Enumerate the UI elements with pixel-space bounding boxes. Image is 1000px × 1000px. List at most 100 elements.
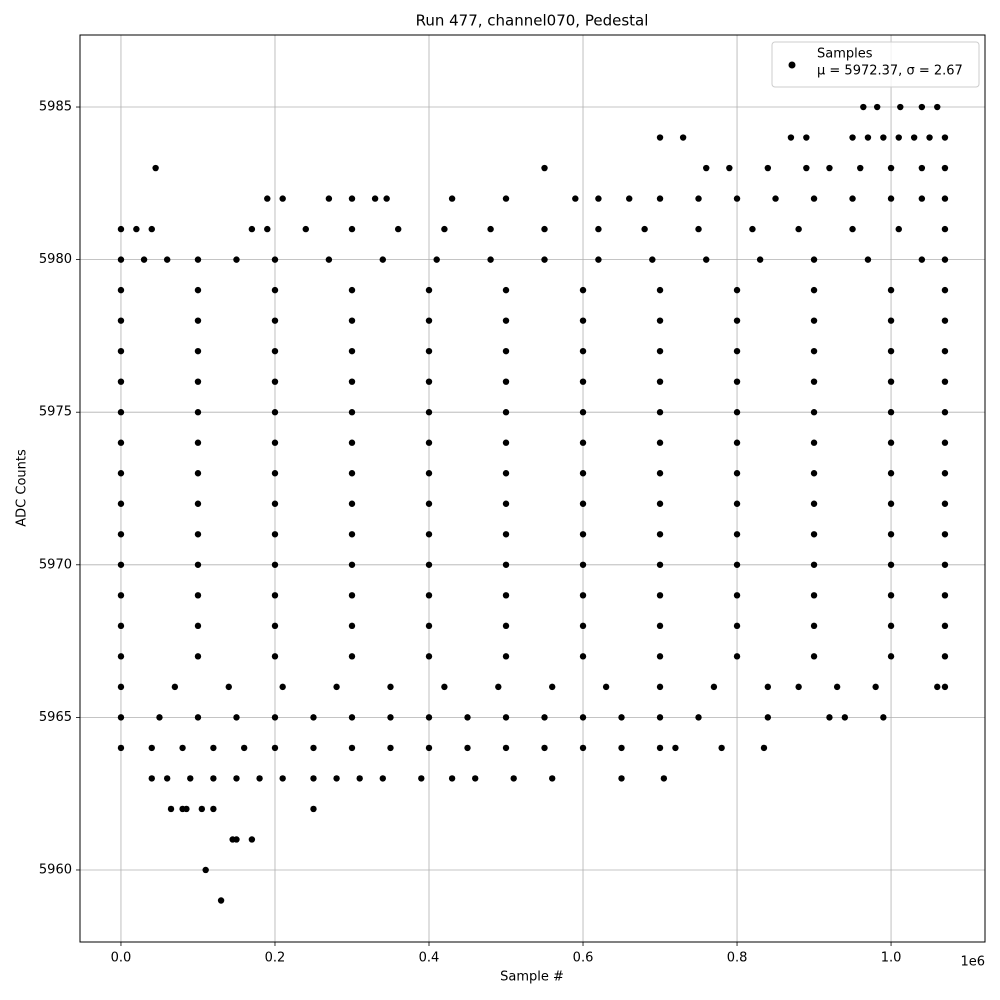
sample-point [502, 592, 510, 599]
sample-point [826, 164, 833, 172]
sample-point [183, 805, 190, 813]
sample-point [371, 195, 379, 202]
sample-point [325, 195, 333, 202]
sample-point [271, 653, 279, 660]
sample-point [803, 164, 810, 172]
sample-point [941, 225, 949, 233]
sample-point [167, 805, 175, 813]
sample-point [348, 622, 356, 630]
sample-point [618, 714, 625, 721]
sample-point [225, 683, 232, 691]
sample-point [887, 500, 895, 507]
sample-point [348, 531, 356, 538]
sample-point [887, 592, 895, 599]
sample-point [194, 439, 202, 446]
y-axis-label: ADC Counts [15, 449, 30, 527]
sample-point [198, 805, 206, 813]
sample-point [425, 714, 433, 721]
sample-point [348, 500, 356, 507]
sample-point [872, 683, 879, 691]
sample-point [656, 409, 664, 416]
sample-point [941, 531, 949, 538]
sample-point [448, 195, 456, 202]
sample-point [117, 225, 125, 233]
sample-point [425, 470, 433, 477]
sample-point [934, 683, 941, 691]
sample-point [425, 561, 433, 568]
sample-point [425, 347, 433, 355]
sample-point [941, 683, 949, 691]
sample-point [310, 714, 317, 721]
axes-frame [79, 34, 986, 943]
sample-point [502, 195, 510, 202]
y-tick-label: 5985 [39, 100, 72, 115]
sample-point [279, 775, 286, 782]
sample-point [541, 164, 548, 172]
sample-point [579, 286, 587, 294]
sample-point [472, 775, 479, 782]
sample-point [656, 470, 664, 477]
sample-point [387, 714, 394, 721]
sample-point [918, 195, 926, 202]
sample-point [333, 683, 340, 691]
sample-point [941, 500, 949, 507]
sample-point [579, 439, 587, 446]
sample-point [733, 470, 741, 477]
sample-point [348, 744, 356, 752]
sample-point [502, 500, 510, 507]
sample-point [795, 683, 802, 691]
sample-point [117, 531, 125, 538]
sample-point [194, 347, 202, 355]
sample-point [233, 836, 240, 843]
sample-point [618, 775, 625, 782]
sample-point [541, 714, 548, 721]
sample-point [271, 592, 279, 599]
sample-point [810, 195, 818, 202]
plot-area: 0.0 0.2 0.4 0.6 0.8 1.0 5960 5965 5970 5975 5980 59… [39, 35, 985, 966]
sample-point [379, 775, 386, 782]
sample-point [271, 347, 279, 355]
y-tick-label: 5965 [39, 710, 72, 725]
sample-point [656, 286, 664, 294]
sample-point [887, 561, 895, 568]
sample-point [656, 134, 664, 141]
sample-point [849, 195, 856, 202]
sample-point [941, 256, 949, 263]
sample-point [549, 683, 556, 691]
sample-point [679, 134, 687, 141]
sample-point [810, 347, 818, 355]
sample-point [849, 134, 856, 141]
sample-point [579, 653, 587, 660]
sample-point [887, 531, 895, 538]
sample-point [187, 775, 194, 782]
sample-point [387, 744, 394, 752]
sample-point [348, 378, 356, 385]
sample-point [418, 775, 425, 782]
sample-point [140, 256, 148, 263]
sample-point [425, 378, 433, 385]
sample-point [887, 470, 895, 477]
sample-point [572, 195, 579, 202]
sample-point [910, 134, 918, 141]
sample-point [210, 744, 217, 752]
sample-point [887, 195, 895, 202]
sample-point [941, 622, 949, 630]
sample-point [117, 592, 125, 599]
sample-point [502, 561, 510, 568]
sample-point [117, 378, 125, 385]
sample-point [464, 744, 471, 752]
sample-point [495, 683, 502, 691]
sample-point [826, 714, 833, 721]
sample-point [425, 531, 433, 538]
sample-point [163, 775, 171, 782]
legend-marker [788, 61, 796, 69]
sample-point [448, 775, 456, 782]
sample-point [810, 409, 818, 416]
sample-point [502, 531, 510, 538]
sample-point [602, 683, 610, 691]
sample-point [695, 195, 702, 202]
sample-point [348, 347, 356, 355]
sample-point [941, 317, 949, 324]
sample-point [425, 439, 433, 446]
